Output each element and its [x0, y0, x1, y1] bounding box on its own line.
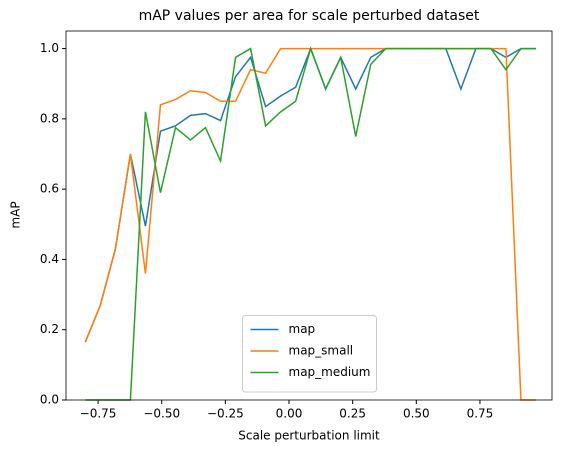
x-tick-label: −0.50	[143, 407, 180, 421]
legend-label: map_medium	[289, 365, 371, 379]
y-axis-label: mAP	[9, 201, 23, 228]
y-tick-label: 0.8	[40, 111, 59, 125]
x-tick-label: 0.00	[276, 407, 303, 421]
x-tick-label: −0.75	[80, 407, 117, 421]
y-tick-label: 0.4	[40, 252, 59, 266]
y-tick-label: 1.0	[40, 41, 59, 55]
series-line	[85, 46, 536, 401]
x-tick-label: −0.25	[207, 407, 244, 421]
x-axis-label: Scale perturbation limit	[238, 429, 380, 443]
x-tick-label: 0.50	[403, 407, 430, 421]
y-tick-label: 0.0	[40, 393, 59, 407]
legend-label: map	[289, 322, 316, 336]
y-tick-label: 0.6	[40, 182, 59, 196]
x-tick-label: 0.75	[467, 407, 494, 421]
axes-frame	[65, 30, 553, 401]
y-tick-label: 0.2	[40, 322, 59, 336]
x-tick-label: 0.25	[339, 407, 366, 421]
chart-title: mAP values per area for scale perturbed …	[139, 8, 480, 24]
legend-label: map_small	[289, 344, 354, 358]
